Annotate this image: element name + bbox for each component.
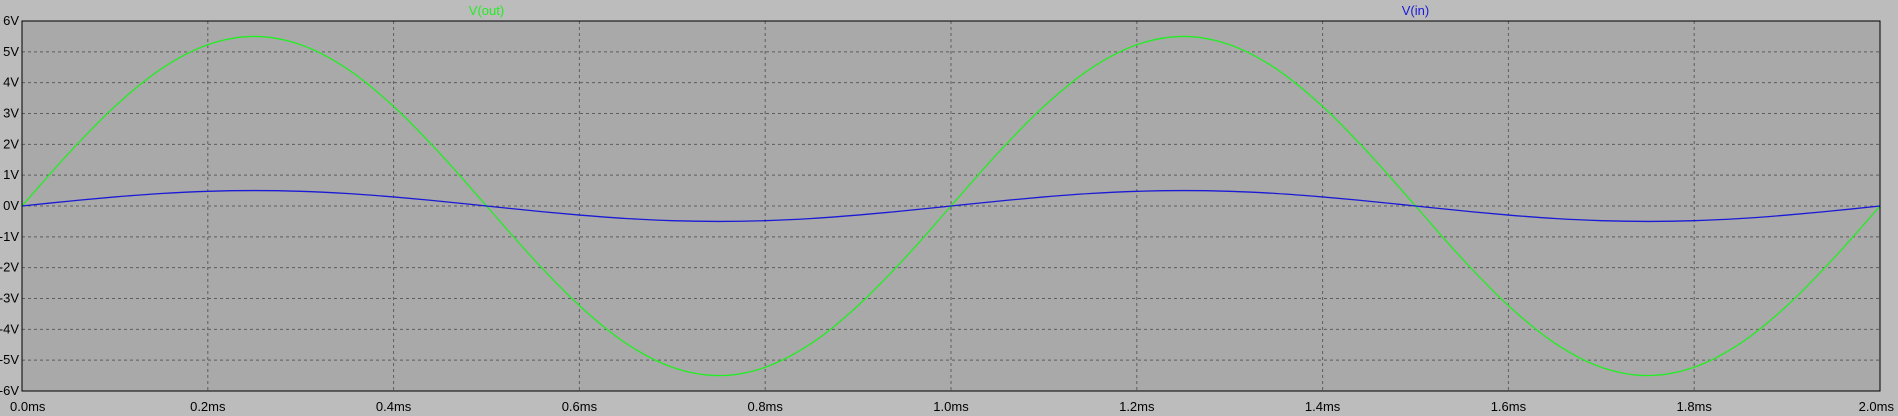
x-tick-label: 0.2ms (190, 399, 226, 414)
y-tick-label: -1V (0, 229, 19, 244)
y-tick-label: 0V (3, 198, 19, 213)
x-axis-tick-labels: 0.0ms 0.2ms 0.4ms 0.6ms 0.8ms 1.0ms 1.2ms 1.4ms… (10, 399, 1894, 414)
x-tick-label: 1.8ms (1676, 399, 1712, 414)
x-tick-label: 0.6ms (562, 399, 598, 414)
series-layer (21, 35, 1881, 377)
x-tick-label: 0.4ms (376, 399, 412, 414)
grid-lines (22, 21, 1880, 391)
y-tick-label: -6V (0, 383, 19, 398)
x-tick-label: 0.0ms (10, 399, 46, 414)
y-tick-label: 6V (3, 13, 19, 28)
y-tick-label: -2V (0, 260, 19, 275)
y-tick-label: -4V (0, 321, 19, 336)
series-line-v-in[interactable] (21, 189, 1881, 223)
legend-label-v-in[interactable]: V(in) (1402, 3, 1429, 18)
x-tick-label: 1.6ms (1491, 399, 1527, 414)
x-tick-label: 1.4ms (1305, 399, 1341, 414)
y-tick-label: 3V (3, 106, 19, 121)
x-tick-label: 2.0ms (1859, 399, 1895, 414)
y-axis-tick-labels: 6V 5V 4V 3V 2V 1V 0V -1V -2V -3V -4V -5V -6V (0, 13, 19, 398)
plot-frame (21, 20, 1881, 392)
y-tick-label: -3V (0, 291, 19, 306)
x-tick-label: 1.2ms (1119, 399, 1155, 414)
y-tick-label: -5V (0, 352, 19, 367)
x-tick-label: 0.8ms (747, 399, 783, 414)
y-tick-label: 4V (3, 75, 19, 90)
legend-label-v-out[interactable]: V(out) (469, 3, 504, 18)
legend: V(out) V(in) (469, 3, 1429, 18)
x-tick-label: 1.0ms (933, 399, 969, 414)
y-tick-label: 2V (3, 136, 19, 151)
y-tick-label: 5V (3, 44, 19, 59)
y-tick-label: 1V (3, 167, 19, 182)
